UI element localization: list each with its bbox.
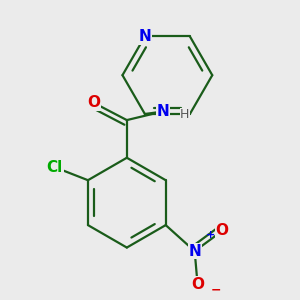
- Text: +: +: [206, 230, 215, 240]
- Text: O: O: [87, 95, 100, 110]
- Text: H: H: [180, 108, 189, 121]
- Text: −: −: [211, 284, 222, 297]
- Text: N: N: [188, 244, 201, 259]
- Text: N: N: [139, 29, 151, 44]
- Text: N: N: [157, 104, 169, 119]
- Text: O: O: [191, 277, 204, 292]
- Text: Cl: Cl: [46, 160, 63, 175]
- Text: O: O: [216, 224, 229, 238]
